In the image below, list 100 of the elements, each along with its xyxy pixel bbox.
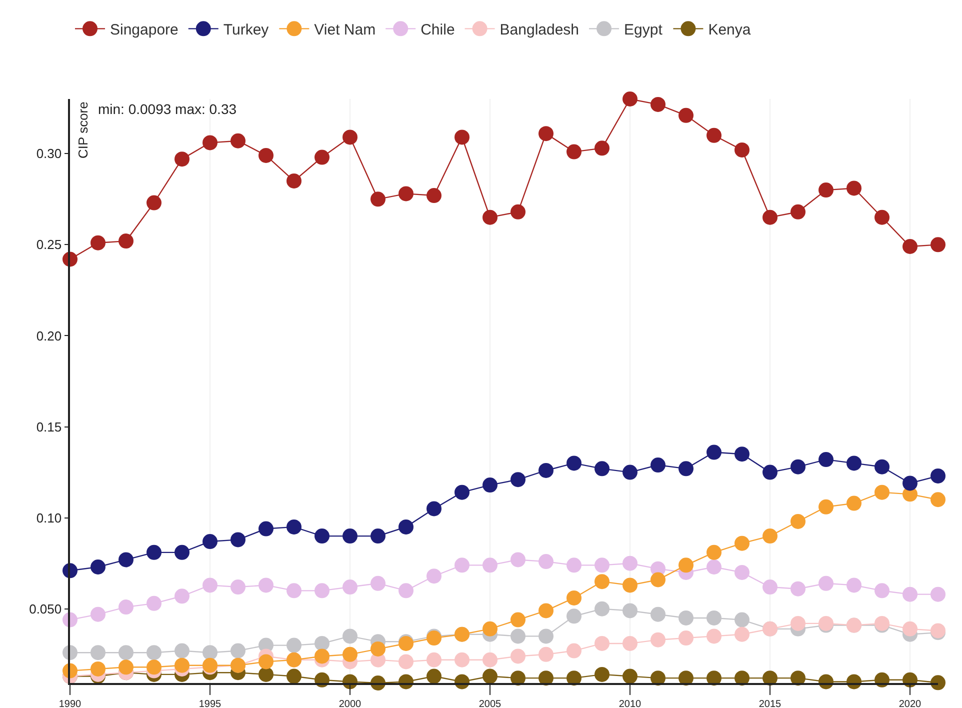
point [902, 476, 918, 491]
point [874, 210, 890, 225]
x-tick-label: 1995 [198, 698, 222, 708]
point [818, 576, 834, 591]
point [398, 654, 414, 670]
legend-label: Chile [420, 22, 455, 39]
point [286, 173, 302, 188]
point [622, 578, 638, 593]
legend-label: Turkey [223, 22, 270, 39]
point [202, 534, 218, 550]
point [286, 668, 302, 684]
point [342, 628, 358, 644]
point [902, 621, 918, 636]
point [566, 144, 582, 160]
point [650, 96, 666, 112]
point [622, 464, 638, 480]
point [342, 580, 358, 595]
point [174, 544, 190, 560]
point [314, 648, 330, 664]
point [146, 596, 162, 611]
x-tick-label: 2000 [338, 698, 362, 708]
point [930, 468, 946, 484]
point [118, 660, 134, 675]
point [90, 645, 106, 660]
point [846, 496, 862, 511]
point [734, 564, 750, 580]
point [314, 636, 330, 651]
point [90, 560, 106, 574]
point [874, 583, 890, 598]
point [426, 568, 442, 584]
point [510, 670, 526, 686]
legend-label: Bangladesh [500, 22, 580, 39]
point [454, 130, 470, 145]
point [538, 462, 554, 478]
point [370, 192, 386, 207]
point [482, 652, 498, 668]
point [342, 646, 358, 662]
point [762, 528, 778, 544]
point [678, 108, 694, 123]
point [678, 630, 694, 646]
point [594, 601, 610, 616]
point [790, 670, 806, 686]
point [510, 648, 526, 664]
point [930, 586, 946, 602]
point [482, 621, 498, 636]
point [538, 646, 554, 662]
point [734, 626, 750, 642]
y-axis-title: CIP score [75, 102, 90, 158]
point [706, 670, 722, 686]
point [538, 670, 554, 686]
point [706, 128, 722, 143]
point [398, 583, 414, 598]
point [538, 126, 554, 142]
legend-label: Kenya [708, 22, 752, 39]
point [454, 484, 470, 500]
point [90, 606, 106, 622]
point [342, 130, 358, 145]
point [622, 603, 638, 618]
point [930, 675, 946, 690]
point [146, 660, 162, 675]
point [398, 186, 414, 202]
point [202, 645, 218, 660]
point [706, 610, 722, 626]
point [314, 150, 330, 165]
point [146, 544, 162, 560]
point [538, 554, 554, 570]
point [482, 558, 498, 573]
y-tick-label: 0.25 [36, 237, 62, 252]
point [622, 668, 638, 684]
point [790, 514, 806, 529]
point [146, 645, 162, 660]
point [370, 641, 386, 656]
point [734, 446, 750, 462]
point [790, 204, 806, 220]
point [398, 519, 414, 534]
annotation: min: 0.0093 max: 0.33 [98, 101, 237, 117]
point [258, 666, 274, 682]
point [790, 459, 806, 474]
point [566, 590, 582, 606]
point [650, 572, 666, 588]
point [510, 628, 526, 644]
point [678, 670, 694, 686]
point [566, 670, 582, 686]
point [370, 576, 386, 591]
point [258, 521, 274, 536]
point [314, 528, 330, 544]
point [622, 636, 638, 651]
point [818, 499, 834, 514]
point [734, 142, 750, 158]
point [874, 484, 890, 500]
point [286, 519, 302, 534]
point [118, 645, 134, 660]
point [706, 444, 722, 460]
point [202, 135, 218, 150]
point [818, 452, 834, 468]
point [482, 210, 498, 225]
point [818, 182, 834, 198]
point [846, 456, 862, 471]
x-tick-label: 2015 [758, 698, 782, 708]
point [678, 558, 694, 573]
